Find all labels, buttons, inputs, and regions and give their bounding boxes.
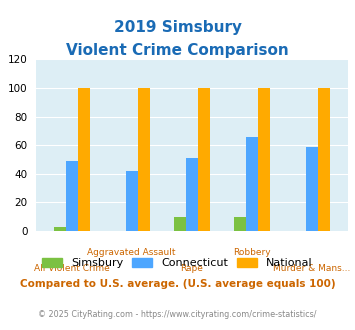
Text: Violent Crime Comparison: Violent Crime Comparison [66, 43, 289, 58]
Bar [126, 171, 138, 231]
Bar [174, 217, 186, 231]
Bar [54, 227, 66, 231]
Text: Robbery: Robbery [233, 248, 271, 257]
Bar [246, 137, 258, 231]
Text: © 2025 CityRating.com - https://www.cityrating.com/crime-statistics/: © 2025 CityRating.com - https://www.city… [38, 310, 317, 319]
Bar [234, 217, 246, 231]
Text: 2019 Simsbury: 2019 Simsbury [114, 20, 241, 35]
Bar [198, 88, 210, 231]
Text: Aggravated Assault: Aggravated Assault [87, 248, 176, 257]
Legend: Simsbury, Connecticut, National: Simsbury, Connecticut, National [38, 253, 317, 273]
Bar [138, 88, 150, 231]
Bar [258, 88, 270, 231]
Bar [66, 161, 77, 231]
Text: Murder & Mans...: Murder & Mans... [273, 264, 350, 273]
Text: Rape: Rape [180, 264, 203, 273]
Bar [77, 88, 89, 231]
Bar [318, 88, 330, 231]
Bar [186, 158, 198, 231]
Text: All Violent Crime: All Violent Crime [34, 264, 109, 273]
Bar [306, 147, 318, 231]
Text: Compared to U.S. average. (U.S. average equals 100): Compared to U.S. average. (U.S. average … [20, 279, 335, 289]
